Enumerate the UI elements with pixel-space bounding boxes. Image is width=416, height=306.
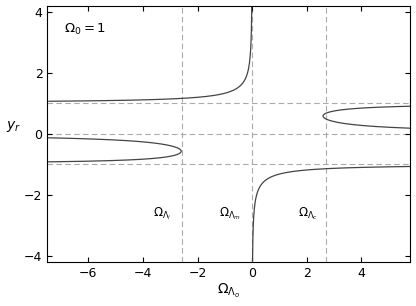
Text: $\Omega_{\Lambda_c}$: $\Omega_{\Lambda_c}$ [298,205,318,222]
X-axis label: $\Omega_{\Lambda_o}$: $\Omega_{\Lambda_o}$ [217,282,240,300]
Text: $\Omega_{\Lambda_i}$: $\Omega_{\Lambda_i}$ [153,205,171,222]
Text: $\Omega_0 = 1$: $\Omega_0 = 1$ [64,22,106,37]
Y-axis label: $y_r$: $y_r$ [5,119,21,134]
Text: $\Omega_{\Lambda_m}$: $\Omega_{\Lambda_m}$ [219,205,241,222]
